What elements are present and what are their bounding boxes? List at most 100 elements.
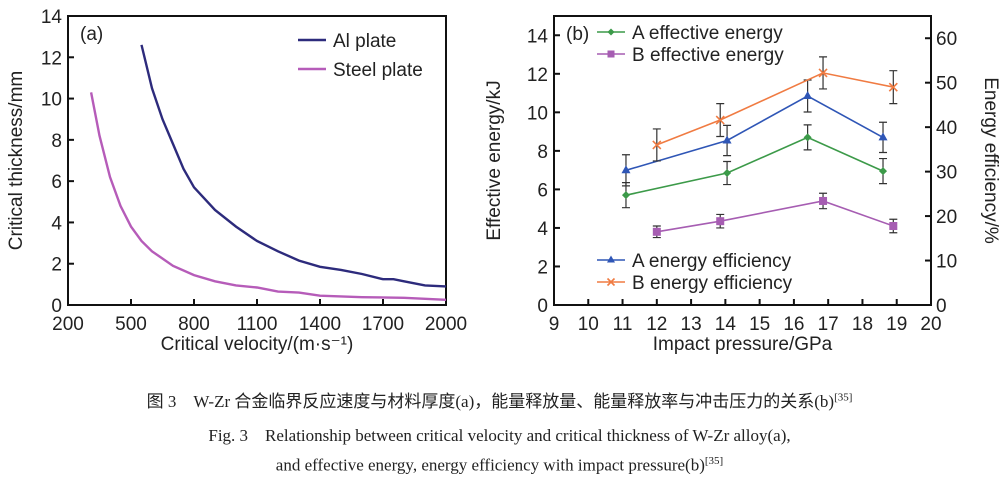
y-right-axis-title: Energy efficiency/%	[980, 77, 999, 244]
chart-panel-b: 9 10 11 12 13 14 15 16 17 18 19 2002468101214010203…	[484, 15, 999, 355]
x-marker	[606, 277, 616, 287]
y-tick-label: 8	[51, 131, 62, 152]
y-tick-label: 2	[51, 255, 62, 276]
series-b-effective-energy	[652, 192, 898, 239]
y-tick-label: 4	[537, 219, 548, 240]
series-line	[625, 136, 884, 196]
caption-en2-text: and effective energy, energy efficiency …	[275, 455, 705, 475]
legend-label: A energy efficiency	[632, 251, 792, 272]
diamond-marker	[803, 133, 812, 142]
y-tick-label: 12	[41, 48, 62, 69]
triangle-marker	[607, 255, 615, 263]
y-right-tick-label: 30	[936, 163, 957, 184]
square-marker	[652, 227, 661, 236]
triangle-marker	[878, 132, 888, 141]
legend-item: Steel plate	[298, 60, 423, 81]
y-tick-label: 0	[51, 296, 62, 317]
panel-label: (a)	[80, 24, 103, 45]
x-tick-label: 18	[852, 314, 873, 335]
series-line	[140, 44, 447, 288]
y-axis-title: Critical thickness/mm	[6, 71, 27, 250]
caption-english-line1: Fig. 3 Relationship between critical vel…	[208, 426, 791, 445]
triangle-marker	[803, 91, 813, 100]
y-tick-label: 6	[51, 172, 62, 193]
square-marker	[607, 50, 615, 58]
diamond-marker	[621, 191, 630, 200]
x-tick-label: 16	[783, 314, 804, 335]
square-marker	[889, 222, 898, 231]
legend-label: A effective energy	[632, 23, 783, 44]
chart-panel-a: 200 500 800 1100 1400 1700 2000 0 2 4 6 8 10 12 14 Crit…	[6, 7, 467, 355]
triangle-marker	[722, 135, 732, 144]
caption-chinese: 图 3 W-Zr 合金临界反应速度与材料厚度(a)，能量释放量、能量释放率与冲击…	[0, 387, 999, 412]
x-tick-label: 500	[115, 314, 147, 335]
x-tick-label: 14	[715, 314, 737, 335]
series-line	[656, 72, 894, 146]
y-right-tick-label: 10	[936, 252, 957, 273]
x-tick-label: 800	[178, 314, 210, 335]
series-steel-plate	[89, 92, 447, 301]
triangle-marker	[621, 165, 631, 174]
x-tick-label: 17	[818, 314, 839, 335]
y-tick-label: 14	[527, 26, 549, 47]
legend-item: A effective energy	[597, 23, 783, 44]
series-line	[656, 200, 894, 233]
x-marker	[818, 68, 828, 78]
plot-frame	[553, 15, 932, 306]
x-tick-label: 1700	[362, 314, 404, 335]
y-tick-label: 10	[41, 90, 62, 111]
y-right-tick-label: 60	[936, 29, 957, 50]
legend-label: B effective energy	[632, 45, 784, 66]
x-tick-label: 20	[920, 314, 941, 335]
y-right-tick-label: 40	[936, 118, 957, 139]
figure: 200 500 800 1100 1400 1700 200002468101214Crit…	[6, 7, 999, 355]
x-tick-label: 200	[52, 314, 84, 335]
x-marker	[652, 140, 662, 150]
diamond-marker	[607, 28, 615, 36]
y-right-tick-label: 0	[936, 296, 947, 317]
x-tick-label: 15	[749, 314, 770, 335]
legend-item: B energy efficiency	[597, 273, 793, 294]
series-line	[89, 92, 447, 301]
x-tick-label: 1100	[237, 314, 278, 335]
legend-label: Al plate	[333, 31, 396, 52]
panel-label: (b)	[566, 24, 589, 45]
series-line	[625, 95, 884, 172]
diamond-marker	[879, 167, 888, 176]
y-tick-label: 4	[51, 213, 62, 234]
x-axis-title: Impact pressure/GPa	[653, 334, 833, 355]
y-tick-label: 8	[537, 142, 548, 163]
y-tick-label: 12	[527, 65, 548, 86]
x-tick-label: 12	[646, 314, 667, 335]
series-b-energy-efficiency	[652, 56, 898, 162]
square-marker	[716, 217, 725, 226]
diamond-marker	[723, 169, 732, 178]
caption-ref: [35]	[834, 391, 853, 404]
square-marker	[819, 196, 828, 205]
caption-english-line2: and effective energy, energy efficiency …	[0, 455, 999, 476]
legend-item: B effective energy	[597, 45, 784, 66]
legend-item: A energy efficiency	[597, 251, 792, 272]
y-tick-label: 10	[527, 103, 548, 124]
x-marker	[715, 115, 725, 125]
series-a-energy-efficiency	[621, 79, 888, 187]
x-tick-label: 2000	[425, 314, 467, 335]
caption-ref: [35]	[704, 455, 724, 467]
x-marker	[888, 82, 898, 92]
y-tick-label: 2	[537, 257, 548, 278]
x-axis-title: Critical velocity/(m·s⁻¹)	[161, 334, 354, 355]
x-tick-label: 1400	[299, 314, 341, 335]
x-tick-label: 9	[549, 314, 560, 335]
x-tick-label: 13	[681, 314, 702, 335]
y-tick-label: 14	[41, 7, 63, 28]
caption-cn-text: 图 3 W-Zr 合金临界反应速度与材料厚度(a)，能量释放量、能量释放率与冲击…	[146, 392, 835, 411]
y-tick-label: 0	[537, 296, 548, 317]
x-tick-label: 11	[613, 314, 633, 335]
series-a-effective-energy	[621, 124, 888, 209]
legend-label: Steel plate	[333, 60, 423, 81]
y-right-tick-label: 20	[936, 207, 957, 228]
legend-item: Al plate	[298, 31, 396, 52]
y-tick-label: 6	[537, 180, 548, 201]
x-tick-label: 10	[578, 314, 599, 335]
y-axis-title: Effective energy/kJ	[484, 80, 505, 240]
